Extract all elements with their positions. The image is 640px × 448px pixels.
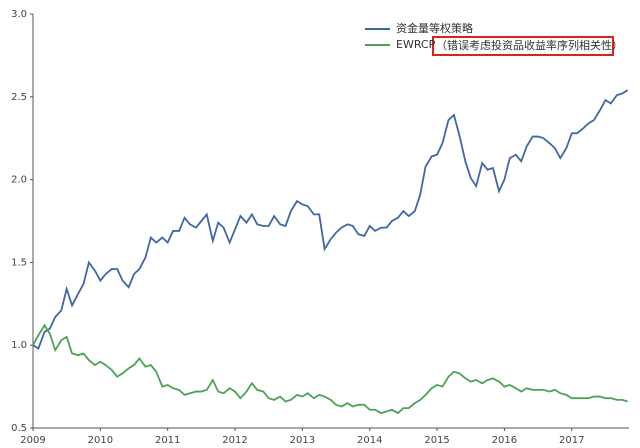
x-tick-label: 2012	[222, 435, 247, 446]
annotation: （错误考虑投资品收益率序列相关性）	[436, 38, 623, 52]
series-line	[32, 323, 628, 415]
y-tick-label: 1.0	[11, 340, 27, 351]
y-tick-label: 2.0	[11, 175, 27, 186]
x-tick-label: 2017	[559, 435, 584, 446]
x-tick-label: 2010	[88, 435, 113, 446]
legend-label: 资金量等权策略	[396, 21, 473, 35]
y-tick-label: 0.5	[11, 423, 27, 434]
x-tick-label: 2009	[20, 435, 45, 446]
x-tick-label: 2015	[424, 435, 449, 446]
x-tick-label: 2013	[290, 435, 315, 446]
x-tick-label: 2016	[492, 435, 517, 446]
y-tick-label: 3.0	[11, 9, 27, 20]
annotation-box	[432, 36, 614, 56]
y-tick-label: 2.5	[11, 92, 27, 103]
x-tick-label: 2014	[357, 435, 382, 446]
x-tick-label: 2011	[155, 435, 180, 446]
series-line	[32, 89, 629, 350]
y-tick-label: 1.5	[11, 257, 27, 268]
legend-label: EWRCP	[396, 38, 436, 51]
